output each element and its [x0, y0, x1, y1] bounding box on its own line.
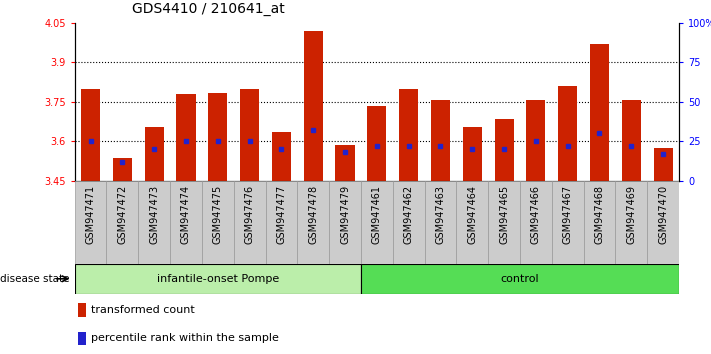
Bar	[202, 181, 234, 264]
Bar	[520, 181, 552, 264]
Text: GSM947466: GSM947466	[531, 185, 541, 244]
Bar	[297, 181, 329, 264]
Text: GDS4410 / 210641_at: GDS4410 / 210641_at	[132, 2, 284, 16]
Bar	[392, 181, 424, 264]
Bar	[590, 44, 609, 181]
Bar	[304, 31, 323, 181]
Text: GSM947477: GSM947477	[277, 185, 287, 244]
Text: GSM947467: GSM947467	[562, 185, 572, 244]
Bar	[616, 181, 647, 264]
Bar	[368, 106, 386, 181]
Bar	[78, 303, 86, 317]
Bar	[361, 264, 679, 294]
Bar	[336, 145, 355, 181]
Text: GSM947465: GSM947465	[499, 185, 509, 244]
Text: GSM947474: GSM947474	[181, 185, 191, 244]
Text: control: control	[501, 274, 539, 284]
Text: GSM947469: GSM947469	[626, 185, 636, 244]
Bar	[75, 181, 107, 264]
Text: percentile rank within the sample: percentile rank within the sample	[91, 333, 279, 343]
Bar	[488, 181, 520, 264]
Bar	[265, 181, 297, 264]
Text: GSM947461: GSM947461	[372, 185, 382, 244]
Text: infantile-onset Pompe: infantile-onset Pompe	[156, 274, 279, 284]
Bar	[208, 93, 228, 181]
Bar	[176, 94, 196, 181]
Bar	[653, 148, 673, 181]
Bar	[234, 181, 265, 264]
Text: GSM947479: GSM947479	[340, 185, 350, 244]
Text: GSM947470: GSM947470	[658, 185, 668, 244]
Text: GSM947476: GSM947476	[245, 185, 255, 244]
Text: GSM947473: GSM947473	[149, 185, 159, 244]
Bar	[144, 127, 164, 181]
Bar	[399, 88, 418, 181]
Bar	[456, 181, 488, 264]
Bar	[78, 332, 86, 345]
Bar	[526, 101, 545, 181]
Text: GSM947464: GSM947464	[467, 185, 477, 244]
Text: GSM947468: GSM947468	[594, 185, 604, 244]
Bar	[113, 158, 132, 181]
Bar	[81, 88, 100, 181]
Bar	[647, 181, 679, 264]
Bar	[552, 181, 584, 264]
Bar	[463, 127, 482, 181]
Bar	[170, 181, 202, 264]
Bar	[361, 181, 392, 264]
Text: transformed count: transformed count	[91, 305, 195, 315]
Text: GSM947463: GSM947463	[435, 185, 446, 244]
Text: GSM947475: GSM947475	[213, 185, 223, 244]
Text: GSM947478: GSM947478	[308, 185, 319, 244]
Bar	[495, 119, 513, 181]
Bar	[558, 86, 577, 181]
Bar	[431, 101, 450, 181]
Bar	[107, 181, 138, 264]
Bar	[240, 88, 259, 181]
Bar	[584, 181, 616, 264]
Bar	[329, 181, 361, 264]
Bar	[424, 181, 456, 264]
Text: GSM947472: GSM947472	[117, 185, 127, 244]
Text: disease state: disease state	[0, 274, 70, 284]
Bar	[272, 132, 291, 181]
Bar	[138, 181, 170, 264]
Bar	[621, 101, 641, 181]
Text: GSM947471: GSM947471	[85, 185, 95, 244]
Text: GSM947462: GSM947462	[404, 185, 414, 244]
Bar	[75, 264, 361, 294]
